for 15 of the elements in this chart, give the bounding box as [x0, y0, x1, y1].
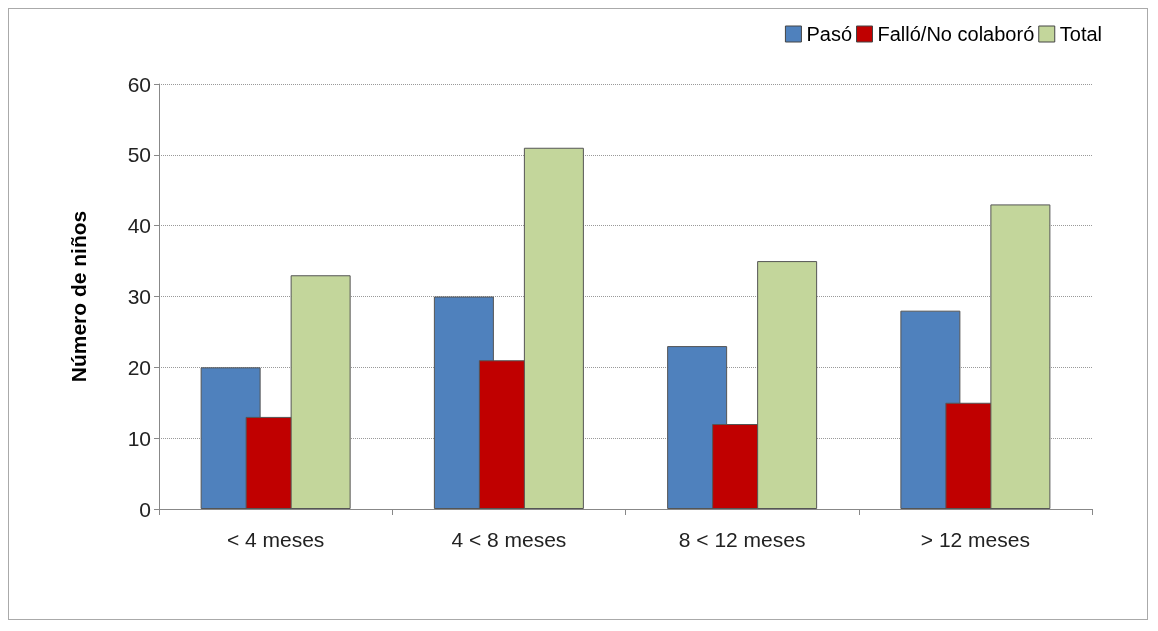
x-tick-label: > 12 meses — [920, 528, 1030, 551]
y-tick-label: 10 — [127, 426, 151, 450]
y-axis-title: Número de niños — [67, 210, 90, 383]
legend-label: Total — [1059, 23, 1102, 45]
x-tick-label: 8 < 12 meses — [678, 528, 806, 551]
y-tick-label: 50 — [127, 143, 151, 167]
legend-label: Falló/No colaboró — [877, 23, 1035, 45]
y-tick-label: 30 — [127, 285, 151, 308]
y-tick-label: 0 — [139, 497, 151, 521]
y-tick-label: 20 — [127, 355, 151, 379]
y-tick-label: 60 — [127, 72, 151, 96]
y-tick-label: 40 — [127, 214, 151, 238]
legend-label: Pasó — [806, 23, 853, 45]
x-tick-label: < 4 meses — [226, 528, 325, 551]
x-tick-label: 4 < 8 meses — [451, 528, 567, 551]
